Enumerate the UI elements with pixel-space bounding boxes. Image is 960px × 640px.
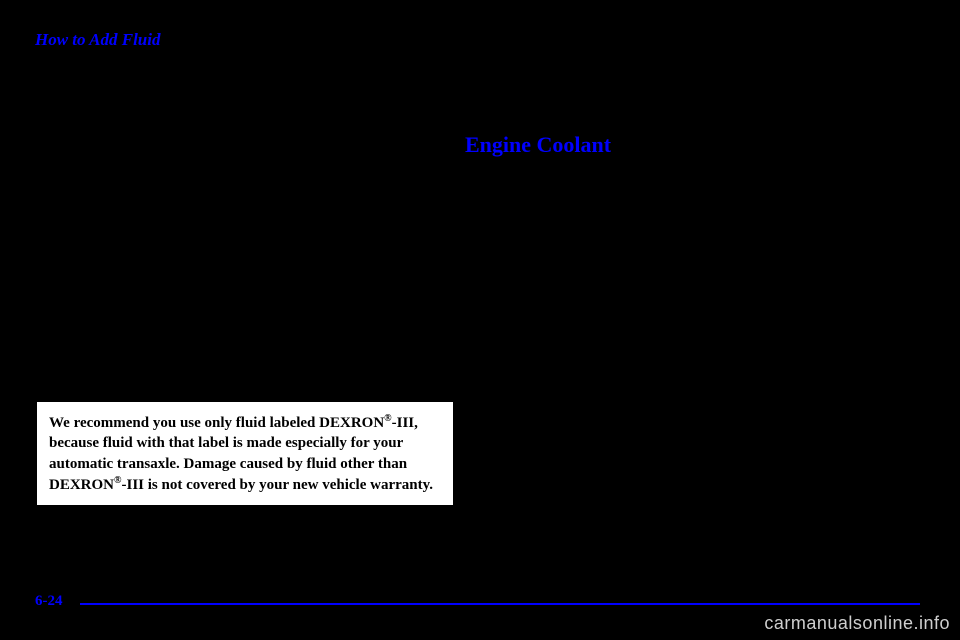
left-column: How to Add Fluid We recommend you use on… [35,30,465,590]
notice-text-part-1: We recommend you use only fluid labeled … [49,415,384,431]
watermark: carmanualsonline.info [764,613,950,634]
registered-symbol-2: ® [114,475,121,486]
registered-symbol-1: ® [384,413,391,424]
right-column: Engine Coolant [465,30,895,590]
manual-page: How to Add Fluid We recommend you use on… [35,30,925,590]
notice-box: We recommend you use only fluid labeled … [35,400,455,507]
notice-text: We recommend you use only fluid labeled … [49,412,441,495]
page-bottom-rule [80,603,920,605]
page-number: 6-24 [35,593,63,610]
notice-text-part-3: -III is not covered by your new vehicle … [122,477,434,493]
section-heading-add-fluid: How to Add Fluid [35,30,435,50]
section-heading-engine-coolant: Engine Coolant [465,132,895,158]
